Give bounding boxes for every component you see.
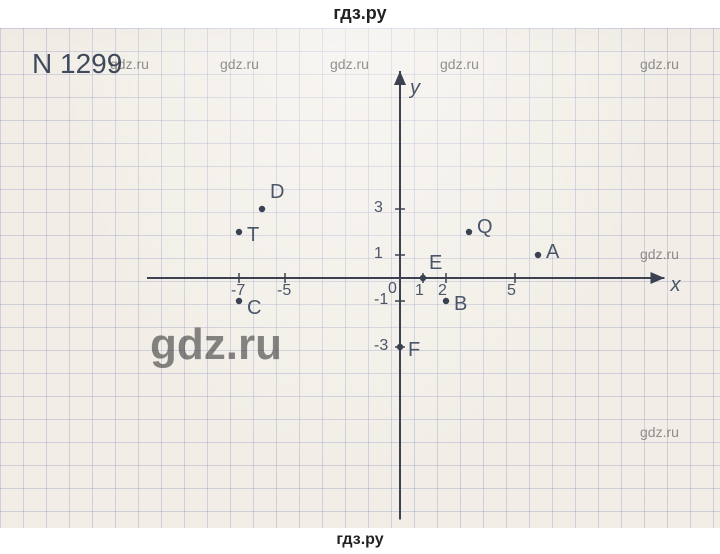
y-tick-label: 1 <box>374 245 383 263</box>
watermark: gdz.ru <box>330 56 369 72</box>
coordinate-plane <box>0 0 720 554</box>
y-axis-label: y <box>410 77 420 100</box>
x-tick-label: 1 <box>415 282 424 300</box>
brand-bottom: гдз.ру <box>336 531 383 548</box>
origin-label: 0 <box>388 280 397 298</box>
watermark: gdz.ru <box>440 56 479 72</box>
point-label-e: E <box>429 252 442 275</box>
site-footer: гдз.ру <box>0 528 720 554</box>
point-label-b: B <box>454 293 467 316</box>
brand-top: гдз.ру <box>333 3 386 23</box>
point-label-a: A <box>546 241 559 264</box>
point-label-c: C <box>247 297 261 320</box>
y-tick-label: 3 <box>374 199 383 217</box>
point-label-q: Q <box>477 216 493 239</box>
point-label-f: F <box>408 339 420 362</box>
x-tick-label: 2 <box>438 282 447 300</box>
watermark: gdz.ru <box>640 246 679 262</box>
watermark-big: gdz.ru <box>150 320 282 370</box>
page-root: гдз.ру гдз.ру gdz.ru gdz.ru gdz.ru gdz.r… <box>0 0 720 554</box>
watermark: gdz.ru <box>220 56 259 72</box>
watermark: gdz.ru <box>110 56 149 72</box>
site-header: гдз.ру <box>0 0 720 28</box>
x-tick-label: -5 <box>277 282 291 300</box>
x-tick-label: -7 <box>231 282 245 300</box>
x-axis-label: x <box>671 274 681 297</box>
y-tick-label: -1 <box>374 291 388 309</box>
watermark: gdz.ru <box>640 424 679 440</box>
watermark: gdz.ru <box>640 56 679 72</box>
problem-number: N 1299 <box>32 48 122 80</box>
point-label-d: D <box>270 181 284 204</box>
y-tick-label: -3 <box>374 337 388 355</box>
x-tick-label: 5 <box>507 282 516 300</box>
point-label-t: T <box>247 224 259 247</box>
